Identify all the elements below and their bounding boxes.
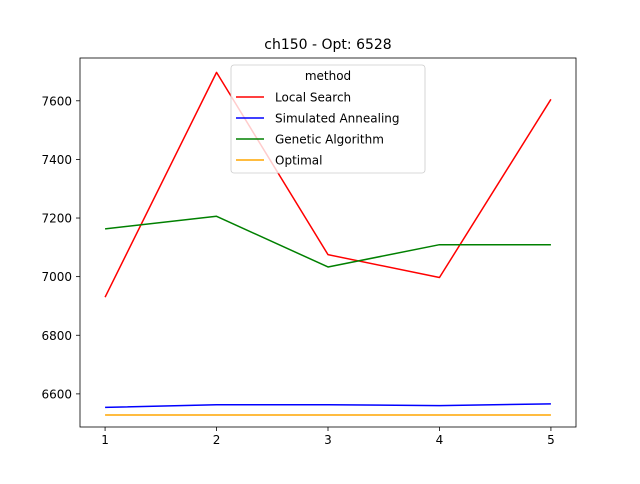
legend-title: method [305,69,351,83]
y-tick-label-1: 6800 [41,329,72,343]
legend: method Local Search Simulated Annealing Ge… [230,64,426,174]
legend-label-0: Local Search [275,91,351,105]
x-axis: 1 2 3 4 5 [101,427,555,447]
y-axis: 6600 6800 7000 7200 7400 7600 [41,94,80,401]
x-tick-label-3: 4 [436,433,444,447]
x-tick-label-2: 3 [324,433,332,447]
y-tick-label-5: 7600 [41,94,72,108]
legend-label-2: Genetic Algorithm [275,133,384,147]
y-tick-label-2: 7000 [41,270,72,284]
series-line-2 [104,215,551,268]
series-line-0 [104,71,552,298]
y-tick-label-3: 7200 [41,212,72,226]
legend-label-3: Optimal [275,154,322,168]
x-tick-label-0: 1 [101,433,109,447]
y-tick-label-4: 7400 [41,153,72,167]
series-layer [104,71,552,416]
series-line-1 [105,403,551,409]
legend-label-1: Simulated Annealing [275,112,400,126]
x-tick-label-4: 5 [547,433,555,447]
y-tick-label-0: 6600 [41,387,72,401]
chart-title: ch150 - Opt: 6528 [264,37,391,53]
x-tick-label-1: 2 [213,433,221,447]
legend-box [230,64,426,174]
